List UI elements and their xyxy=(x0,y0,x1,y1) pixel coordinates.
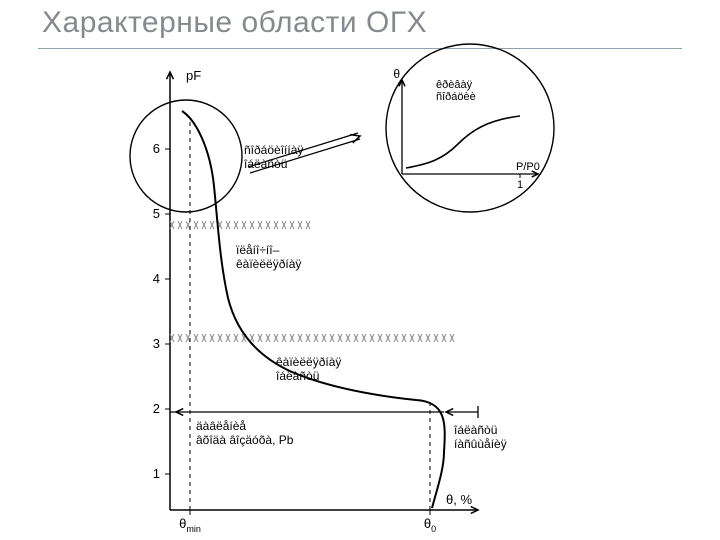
svg-text:êðèâàÿ: êðèâàÿ xyxy=(436,79,473,91)
svg-text:îáëàñòü: îáëàñòü xyxy=(275,369,319,383)
svg-text:θ, %: θ, % xyxy=(446,492,472,507)
svg-text:âõîäà âîçäóõà, Pb: âõîäà âîçäóõà, Pb xyxy=(196,433,294,447)
svg-text:1: 1 xyxy=(153,466,160,481)
svg-text:îáëàñòü: îáëàñòü xyxy=(243,157,287,171)
svg-text:êàïèëëÿðíàÿ: êàïèëëÿðíàÿ xyxy=(276,355,341,369)
svg-text:2: 2 xyxy=(153,401,160,416)
svg-text:4: 4 xyxy=(153,271,160,286)
svg-text:3: 3 xyxy=(153,336,160,351)
svg-text:θmin: θmin xyxy=(179,516,201,534)
svg-text:θ: θ xyxy=(393,67,400,81)
svg-text:êàïèëëÿðíàÿ: êàïèëëÿðíàÿ xyxy=(236,257,301,271)
svg-text:6: 6 xyxy=(153,141,160,156)
svg-text:pF: pF xyxy=(186,68,201,83)
svg-text:θ0: θ0 xyxy=(424,516,436,534)
svg-text:ñîðáöèè: ñîðáöèè xyxy=(436,91,476,103)
svg-text:5: 5 xyxy=(153,206,160,221)
svg-text:1: 1 xyxy=(517,179,523,191)
svg-text:íàñûùåíèÿ: íàñûùåíèÿ xyxy=(454,437,507,451)
svg-text:äàâëåíèå: äàâëåíèå xyxy=(196,419,246,433)
svg-text:ñîðáöèîííàÿ: ñîðáöèîííàÿ xyxy=(244,143,303,157)
main-figure: pF θ, % 1 2 3 4 5 6 θmin θ0 θ P/P0 1 êðèâàÿñîðáöèè ñîð… xyxy=(0,0,720,540)
svg-text:ïëåíî÷íî–: ïëåíî÷íî– xyxy=(236,243,280,257)
svg-text:îáëàñòü: îáëàñòü xyxy=(453,423,497,437)
svg-text:P/P0: P/P0 xyxy=(516,161,540,173)
